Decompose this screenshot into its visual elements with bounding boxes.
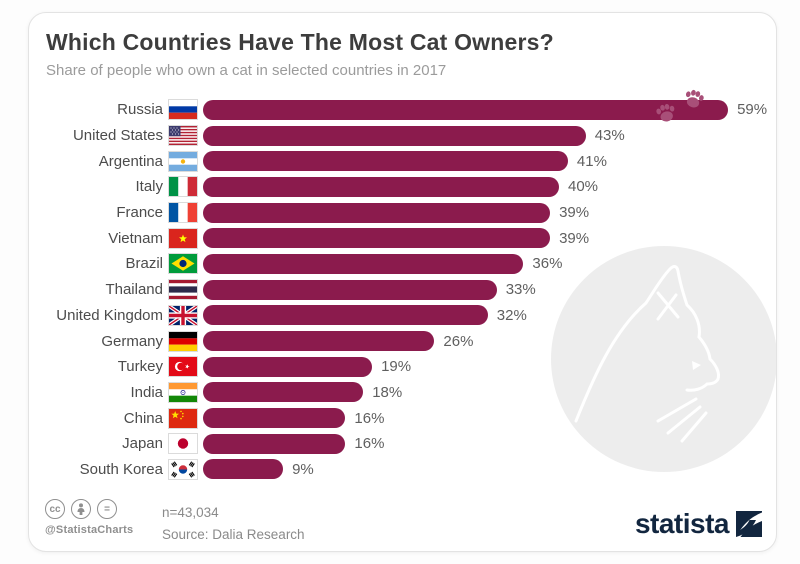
chart-row-italy: Italy 40% — [45, 174, 769, 200]
bar-japan — [203, 433, 346, 454]
value-label: 43% — [594, 127, 625, 145]
chart-row-germany: Germany 26% — [45, 328, 769, 354]
flag-argentina-icon — [169, 151, 197, 171]
chart-row-south-korea: South Korea 9% — [45, 457, 769, 483]
bar-russia — [203, 89, 729, 122]
bar-thailand — [203, 279, 497, 300]
cc-icon: cc — [45, 499, 65, 519]
flag-china-icon — [169, 408, 197, 428]
value-label: 16% — [354, 409, 385, 427]
value-label: 41% — [576, 152, 607, 170]
bar-argentina — [203, 151, 568, 172]
category-label: China — [123, 409, 163, 427]
value-label: 32% — [496, 306, 527, 324]
chart-row-vietnam: Vietnam 39% — [45, 225, 769, 251]
bar-india — [203, 382, 364, 403]
value-label: 19% — [381, 358, 412, 376]
category-label: Brazil — [125, 255, 163, 273]
category-label: Vietnam — [108, 229, 163, 247]
value-label: 40% — [568, 178, 599, 196]
value-label: 18% — [372, 383, 403, 401]
category-label: United Kingdom — [56, 306, 163, 324]
source-block: n=43,034 Source: Dalia Research — [162, 502, 305, 546]
bar-china — [203, 408, 346, 429]
bar-germany — [203, 331, 435, 352]
sample-size: n=43,034 — [162, 505, 219, 520]
statista-logo-mark — [736, 511, 762, 537]
value-label: 26% — [443, 332, 474, 350]
value-label: 39% — [559, 229, 590, 247]
bar-brazil — [203, 253, 524, 274]
chart-row-united-kingdom: United Kingdom 32% — [45, 303, 769, 329]
category-label: France — [116, 204, 163, 222]
category-label: India — [130, 383, 163, 401]
flag-japan-icon — [169, 434, 197, 454]
chart-row-united-states: United States 43% — [45, 123, 769, 149]
paw-prints-icon — [656, 89, 704, 122]
category-label: Germany — [101, 332, 163, 350]
value-label: 39% — [559, 204, 590, 222]
chart-row-india: India 18% — [45, 380, 769, 406]
category-label: Thailand — [105, 281, 163, 299]
chart-row-france: France 39% — [45, 200, 769, 226]
flag-italy-icon — [169, 177, 197, 197]
chart-row-argentina: Argentina 41% — [45, 148, 769, 174]
flag-brazil-icon — [169, 254, 197, 274]
source-text: Source: Dalia Research — [162, 527, 305, 542]
license-block: cc = @StatistaCharts — [45, 499, 133, 536]
value-label: 59% — [737, 101, 768, 119]
cc-icon-label: cc — [49, 503, 61, 515]
value-label: 16% — [354, 435, 385, 453]
value-label: 33% — [505, 281, 536, 299]
bar-turkey — [203, 356, 373, 377]
page-title: Which Countries Have The Most Cat Owners… — [46, 29, 554, 55]
flag-france-icon — [169, 203, 197, 223]
category-label: Italy — [135, 178, 163, 196]
flag-turkey-icon — [169, 357, 197, 377]
bar-vietnam — [203, 228, 551, 249]
bar-united-states — [203, 125, 586, 146]
chart-row-thailand: Thailand 33% — [45, 277, 769, 303]
chart-row-japan: Japan 16% — [45, 431, 769, 457]
value-label: 9% — [292, 460, 314, 478]
category-label: Japan — [122, 435, 163, 453]
bar-italy — [203, 176, 559, 197]
flag-south-korea-icon — [169, 459, 197, 479]
page-subtitle: Share of people who own a cat in selecte… — [46, 62, 447, 79]
flag-india-icon — [169, 382, 197, 402]
infographic-card: Which Countries Have The Most Cat Owners… — [28, 12, 777, 552]
bar-france — [203, 202, 551, 223]
cat-watermark-icon — [546, 241, 776, 477]
statista-logo: statista — [635, 508, 762, 540]
category-label: Russia — [117, 101, 163, 119]
statista-charts-handle: @StatistaCharts — [45, 524, 134, 536]
flag-russia-icon — [169, 100, 197, 120]
chart-row-turkey: Turkey 19% — [45, 354, 769, 380]
flag-thailand-icon — [169, 280, 197, 300]
chart-row-china: China 16% — [45, 405, 769, 431]
bar-chart: Russia — [45, 89, 769, 483]
flag-vietnam-icon — [169, 228, 197, 248]
attribution-person-icon — [71, 499, 91, 519]
category-label: United States — [72, 127, 163, 145]
chart-row-russia: Russia — [45, 89, 769, 123]
chart-row-brazil: Brazil 36% — [45, 251, 769, 277]
flag-united-kingdom-icon — [169, 305, 197, 325]
equal-icon-label: = — [104, 503, 110, 515]
category-label: South Korea — [79, 460, 163, 478]
flag-germany-icon — [169, 331, 197, 351]
flag-united-states-icon — [169, 126, 197, 146]
bar-united-kingdom — [203, 305, 488, 326]
statista-wordmark: statista — [634, 508, 730, 539]
bar-south-korea — [203, 459, 284, 480]
category-label: Turkey — [117, 358, 163, 376]
category-label: Argentina — [98, 152, 163, 170]
equal-icon: = — [97, 499, 117, 519]
value-label: 36% — [532, 255, 563, 273]
